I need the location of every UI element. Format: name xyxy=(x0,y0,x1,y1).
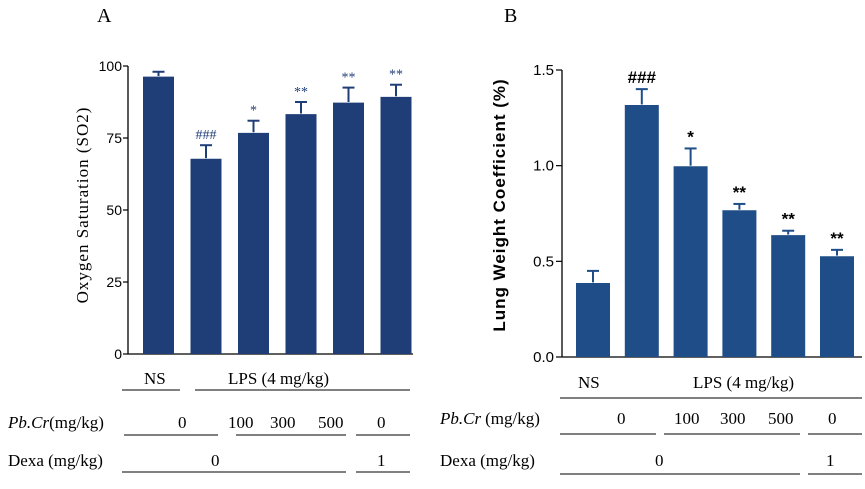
panel-a-dexa-value: 0 xyxy=(211,451,220,470)
panel-a-dexa-value: 1 xyxy=(377,451,386,470)
panel-a-y-tick-label: 25 xyxy=(106,274,122,290)
panel-b-letter: B xyxy=(504,5,517,27)
panel-b-pbcr-value: 100 xyxy=(674,409,700,428)
panel-a-pbcr-name: Pb.Cr xyxy=(7,413,49,432)
panel-a-bar xyxy=(333,102,364,354)
panel-b-bar xyxy=(820,255,854,357)
panel-a-dexa-label: Dexa (mg/kg) xyxy=(8,451,103,470)
panel-b-pbcr-value: 500 xyxy=(768,409,794,428)
panel-b-bar xyxy=(722,209,757,357)
panel-b-pbcr-value: 300 xyxy=(720,409,746,428)
panel-a-letter: A xyxy=(97,5,112,27)
panel-a-pbcr-value: 0 xyxy=(377,413,386,432)
panel-a-y-axis-title: Oxygen Saturation (SO2) xyxy=(73,107,92,304)
panel-b-y-axis-title: Lung Weight Coefficient (%) xyxy=(490,78,509,331)
panel-b-pbcr-value: 0 xyxy=(617,409,626,428)
panel-b-significance-label: * xyxy=(687,127,694,146)
panel-b-bar xyxy=(624,104,659,357)
panel-a-bar xyxy=(143,76,174,354)
panel-b-bar xyxy=(673,165,708,357)
panel-b-ns-label: NS xyxy=(578,373,600,392)
panel-b-pbcr-value: 0 xyxy=(828,409,837,428)
panel-b-bar xyxy=(576,282,610,357)
panel-a-significance-label: * xyxy=(250,104,257,119)
panel-a-significance-label: ** xyxy=(342,71,356,86)
panel-b-pbcr-name: Pb.Cr xyxy=(439,409,481,428)
panel-b-condition-table: NS LPS (4 mg/kg) Pb.Cr (mg/kg) 0 100 300 … xyxy=(439,373,862,475)
panel-a-bar xyxy=(238,132,269,354)
panel-a-significance-label: ** xyxy=(294,85,308,100)
panel-b-significance-label: ### xyxy=(628,68,657,87)
panel-a-bar xyxy=(285,113,317,355)
panel-b-bar xyxy=(771,234,806,357)
panel-b-pbcr-unit: (mg/kg) xyxy=(485,409,540,428)
panel-b-lps-label: LPS (4 mg/kg) xyxy=(693,373,794,392)
panel-b-y-tick-label: 1.0 xyxy=(533,158,554,175)
panel-a-lps-label: LPS (4 mg/kg) xyxy=(228,369,329,388)
panel-a-pbcr-value: 500 xyxy=(318,413,344,432)
panel-a-pbcr-value: 300 xyxy=(270,413,296,432)
panel-a-bar xyxy=(190,158,222,354)
panel-b-significance-label: ** xyxy=(782,210,796,229)
panel-a-condition-table: NS LPS (4 mg/kg) Pb.Cr(mg/kg) 0 100 300 … xyxy=(7,369,410,473)
panel-a-significance-label: ** xyxy=(389,68,403,83)
panel-a-ns-label: NS xyxy=(144,369,166,388)
panel-a-pbcr-row-label: Pb.Cr(mg/kg) xyxy=(7,413,104,432)
panel-b-y-tick-label: 0.0 xyxy=(533,349,554,366)
panel-a-pbcr-unit: (mg/kg) xyxy=(49,413,104,432)
panel-a-y-tick-label: 100 xyxy=(99,58,123,74)
panel-b-dexa-label: Dexa (mg/kg) xyxy=(440,451,535,470)
panel-a-y-tick-label: 50 xyxy=(106,202,122,218)
panel-b-significance-label: ** xyxy=(733,183,747,202)
panel-a-significance-label: ### xyxy=(196,128,217,143)
panel-b-dexa-value: 0 xyxy=(655,451,664,470)
panel-a-pbcr-value: 100 xyxy=(228,413,254,432)
panel-a-y-tick-label: 0 xyxy=(114,346,122,362)
panel-a-bar xyxy=(380,96,412,355)
panel-b-y-tick-label: 0.5 xyxy=(533,253,554,270)
panel-b-y-tick-label: 1.5 xyxy=(533,62,554,79)
panel-b-pbcr-row-label: Pb.Cr (mg/kg) xyxy=(439,409,540,428)
panel-b-dexa-value: 1 xyxy=(826,451,835,470)
panel-b-significance-label: ** xyxy=(830,229,844,248)
panel-a-pbcr-value: 0 xyxy=(178,413,187,432)
panel-a-y-tick-label: 75 xyxy=(106,130,122,146)
